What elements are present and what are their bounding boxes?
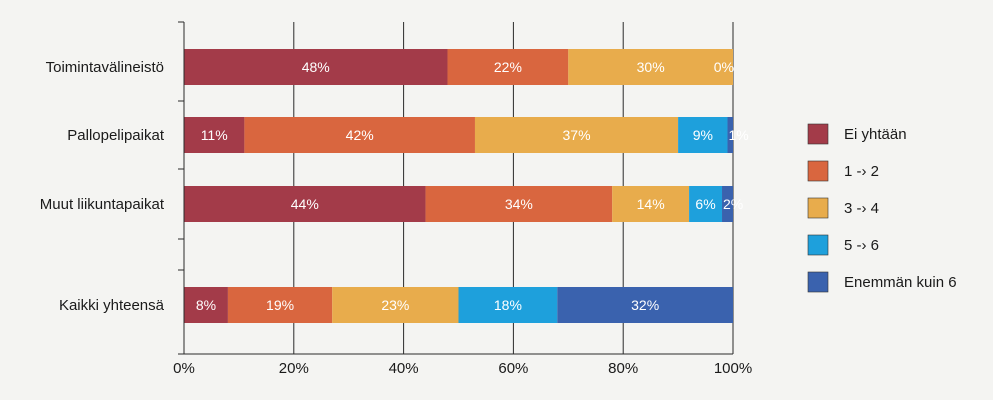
bar-label-1-0: 11%: [201, 127, 228, 143]
axis: [178, 21, 733, 355]
legend-swatch-3: [807, 234, 829, 256]
bar-segment-3-1: [227, 287, 333, 323]
bar-segment-0-2: [568, 49, 733, 85]
bar-segment-1-2: [474, 117, 679, 153]
bar-label-0-0: 48%: [302, 59, 330, 75]
bar-segment-1-4: [727, 117, 733, 153]
bar-segment-2-2: [612, 186, 690, 222]
bar-segment-0-0: [184, 49, 448, 85]
bar-label-2-3: 6%: [695, 196, 715, 212]
bar-label-3-3: 18%: [494, 297, 522, 313]
legend-label-3: 5 -› 6: [844, 237, 879, 254]
bar-label-3-1: 19%: [266, 297, 294, 313]
bars: [184, 49, 733, 323]
bar-label-2-2: 14%: [637, 196, 665, 212]
category-label-1: Pallopelipaikat: [67, 127, 165, 144]
legend-swatch-0: [807, 123, 829, 145]
bar-label-3-4: 32%: [631, 297, 659, 313]
legend-swatch-2: [807, 197, 829, 219]
legend: Ei yhtään 1 -› 2 3 -› 4 5 -› 6 Enemmän kuin …: [807, 123, 957, 293]
bar-segment-1-0: [184, 117, 245, 153]
bar-segment-3-2: [332, 287, 459, 323]
x-tick-label-2: 40%: [389, 360, 419, 377]
bar-segment-2-4: [722, 186, 733, 222]
bar-segment-1-3: [678, 117, 728, 153]
x-tick-label-3: 60%: [498, 360, 528, 377]
legend-label-0: Ei yhtään: [844, 126, 907, 143]
bar-label-0-1: 22%: [494, 59, 522, 75]
category-labels: Toimintavälineistö Pallopelipaikat Muut li…: [40, 59, 165, 314]
bar-label-2-1: 34%: [505, 196, 533, 212]
bar-label-1-1: 42%: [346, 127, 374, 143]
bar-segment-3-4: [557, 287, 733, 323]
category-label-0: Toimintavälineistö: [46, 59, 164, 76]
bar-segment-2-0: [184, 186, 426, 222]
bar-label-2-4: 2%: [723, 196, 743, 212]
bar-label-2-0: 44%: [291, 196, 319, 212]
bar-label-1-3: 9%: [693, 127, 713, 143]
tick-labels: 0% 20% 40% 60% 80% 100%: [173, 360, 752, 377]
bar-segment-2-3: [689, 186, 723, 222]
legend-label-1: 1 -› 2: [844, 163, 879, 180]
category-label-3: Kaikki yhteensä: [59, 297, 165, 314]
bar-label-0-2: 30%: [637, 59, 665, 75]
bar-labels: 48% 22% 30% 0% 11% 42% 37% 9% 1% 44% 34% 14% 6% 2% 8% 1…: [196, 59, 749, 313]
category-label-2: Muut liikuntapaikat: [40, 196, 165, 213]
bar-label-1-4: 1%: [729, 127, 749, 143]
legend-swatch-4: [807, 271, 829, 293]
bar-segment-0-1: [447, 49, 569, 85]
x-tick-label-0: 0%: [173, 360, 195, 377]
x-tick-label-1: 20%: [279, 360, 309, 377]
legend-swatch-1: [807, 160, 829, 182]
bar-segment-1-1: [244, 117, 475, 153]
bar-label-3-0: 8%: [196, 297, 216, 313]
legend-label-4: Enemmän kuin 6: [844, 274, 957, 291]
x-tick-label-4: 80%: [608, 360, 638, 377]
bar-label-3-2: 23%: [381, 297, 409, 313]
bar-segment-2-1: [425, 186, 613, 222]
bar-segment-3-0: [184, 287, 228, 323]
x-tick-label-5: 100%: [714, 360, 752, 377]
bar-segment-3-3: [458, 287, 558, 323]
bar-label-0-3: 0%: [714, 59, 734, 75]
bar-label-1-2: 37%: [563, 127, 591, 143]
legend-label-2: 3 -› 4: [844, 200, 879, 217]
